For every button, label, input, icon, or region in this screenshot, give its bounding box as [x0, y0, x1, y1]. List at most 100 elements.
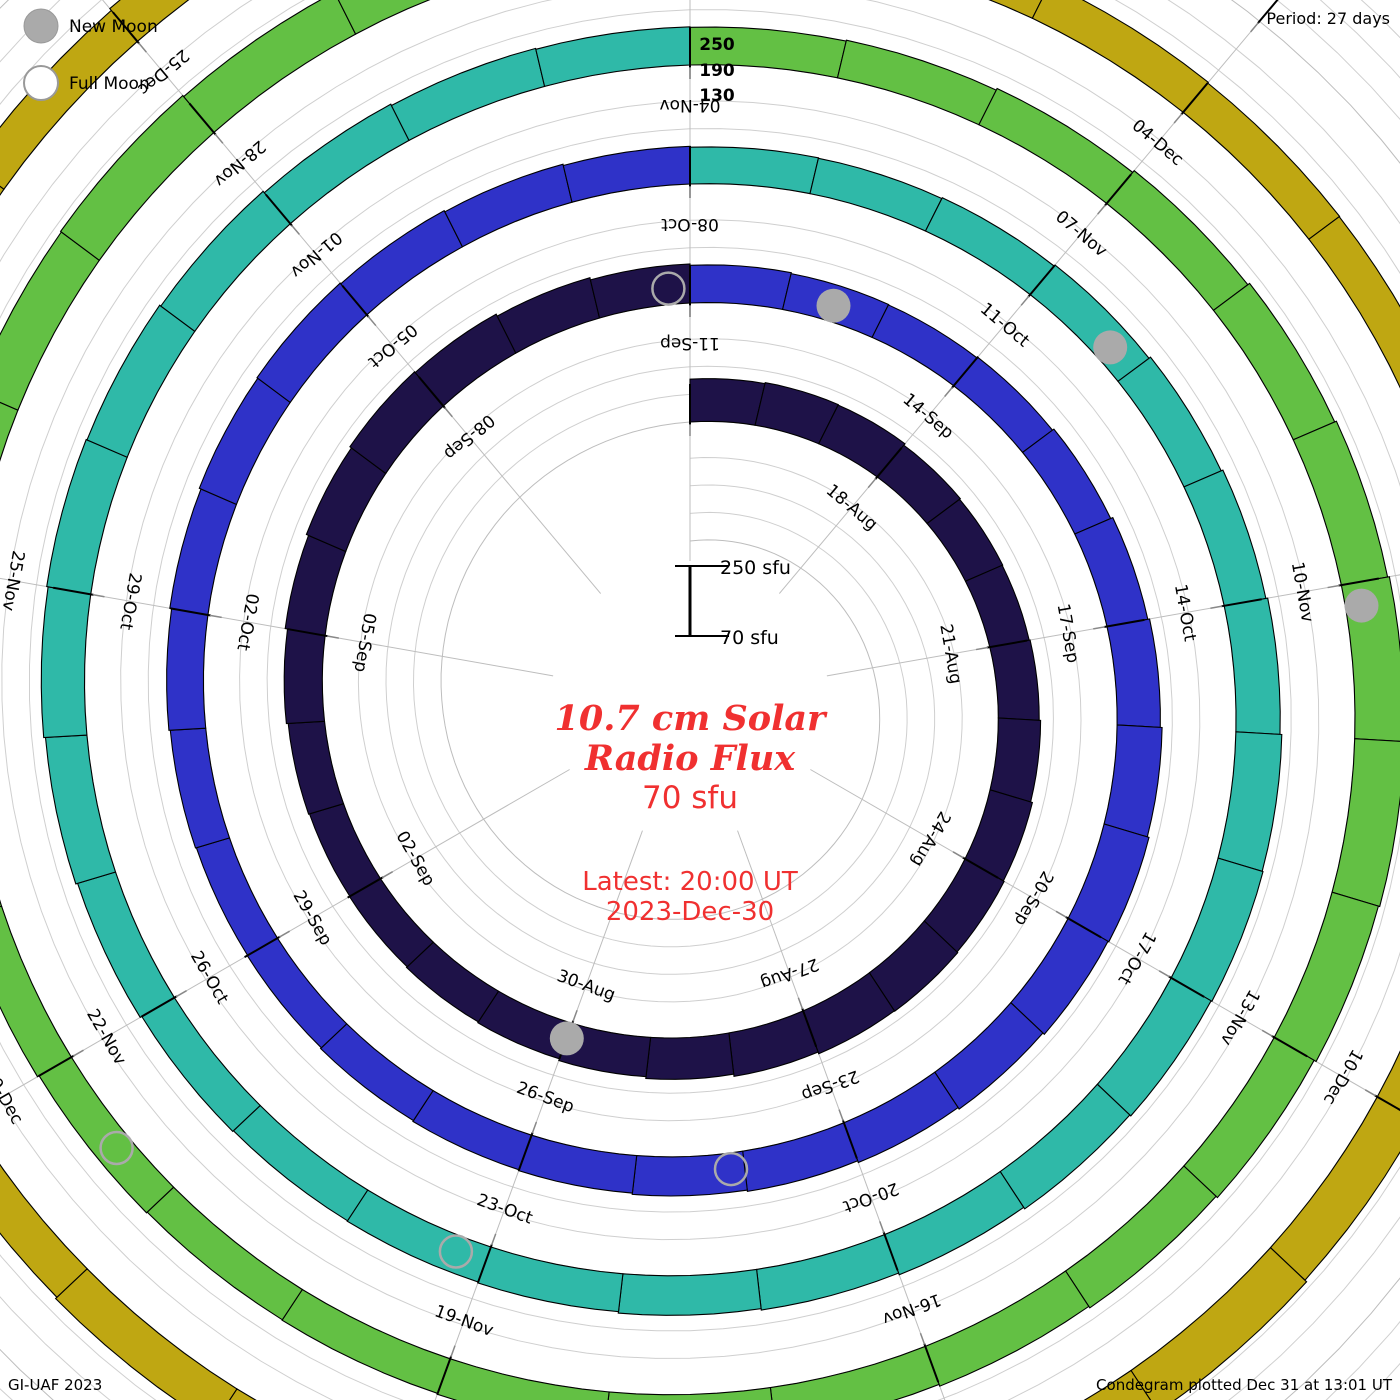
flux-bar	[988, 0, 1043, 20]
flux-bar	[836, 39, 998, 126]
flux-bar	[1010, 917, 1109, 1036]
flux-bar	[166, 607, 209, 731]
flux-bar	[1212, 282, 1336, 441]
flux-bar	[44, 734, 117, 885]
flux-bar	[141, 996, 261, 1133]
flux-bar	[769, 1345, 940, 1400]
date-label: 19-Nov	[432, 1301, 496, 1341]
flux-bar	[1269, 1096, 1400, 1281]
flux-bar	[1170, 857, 1264, 1003]
flux-bar	[989, 717, 1042, 803]
flux-bar	[414, 313, 517, 407]
date-label: 28-Nov	[210, 136, 270, 191]
flux-bar	[340, 209, 464, 316]
date-label: 25-Dec	[133, 45, 192, 99]
flux-bar	[1029, 264, 1150, 383]
flux-bar	[0, 905, 73, 1078]
flux-bar	[589, 263, 691, 319]
date-label: 05-Oct	[364, 319, 421, 372]
date-label: 17-Sep	[1053, 602, 1083, 664]
flux-bar	[308, 803, 382, 898]
flux-bar	[169, 488, 238, 616]
flux-bar	[617, 1268, 762, 1316]
flux-bar	[0, 185, 5, 196]
flux-bar	[76, 871, 176, 1019]
new-moon-marker	[1344, 588, 1379, 623]
flux-bar	[146, 1186, 304, 1321]
flux-bar	[631, 1150, 748, 1197]
full-moon-marker	[713, 1151, 749, 1187]
flux-bar	[182, 0, 357, 134]
date-label: 19-Dec	[0, 1065, 27, 1128]
date-label: 27-Aug	[758, 954, 822, 994]
flux-bar	[348, 877, 435, 968]
date-label: 13-Nov	[1216, 986, 1264, 1049]
flux-bar	[876, 444, 962, 525]
new-moon-marker	[816, 288, 851, 323]
full-moon-marker	[651, 271, 686, 306]
date-label: 08-Sep	[440, 410, 499, 464]
new-moon-marker	[1093, 330, 1128, 365]
flux-bar	[1273, 891, 1380, 1063]
flux-bar	[1183, 1036, 1315, 1199]
moon-markers	[99, 271, 1379, 1269]
flux-bar	[477, 1246, 624, 1313]
flux-bar	[86, 304, 196, 458]
date-label: 14-Sep	[899, 390, 958, 444]
flux-bar	[228, 1388, 257, 1400]
flux-bar	[1130, 1246, 1308, 1400]
date-label: 26-Sep	[514, 1078, 577, 1117]
date-label: 02-Oct	[232, 592, 262, 653]
flux-bar	[978, 87, 1134, 205]
flux-bar	[1217, 731, 1283, 872]
flux-bar	[1331, 738, 1400, 908]
flux-bar	[444, 163, 573, 248]
flux-bar	[436, 1358, 610, 1400]
date-label: 02-Sep	[392, 828, 439, 890]
flux-bar	[1067, 823, 1150, 943]
date-label: 11-Sep	[660, 333, 720, 353]
flux-bar	[517, 1134, 638, 1194]
flux-bar	[59, 94, 215, 262]
flux-bar	[964, 564, 1030, 648]
date-label: 23-Sep	[799, 1066, 862, 1105]
flux-bar	[496, 277, 601, 354]
flux-bar	[256, 282, 368, 404]
flux-bar	[689, 264, 792, 311]
flux-bar	[281, 1288, 451, 1395]
flux-bar	[535, 26, 691, 88]
flux-bar	[477, 990, 574, 1060]
flux-bar	[1223, 597, 1281, 735]
flux-bar	[1106, 618, 1161, 728]
flux-bar	[169, 727, 231, 849]
date-label: 25-Nov	[0, 549, 28, 613]
flux-bar	[346, 1189, 492, 1283]
date-label: 10-Dec	[1319, 1046, 1367, 1109]
flux-bar	[337, 0, 431, 35]
flux-bar	[405, 941, 500, 1023]
date-label: 20-Oct	[840, 1178, 901, 1217]
flux-bar	[283, 628, 326, 725]
flux-bar	[843, 1071, 959, 1164]
flux-bar	[390, 47, 546, 142]
date-label: 29-Sep	[288, 887, 335, 949]
date-label: 20-Sep	[1010, 867, 1057, 929]
flux-bar	[0, 401, 19, 462]
flux-bar	[1074, 516, 1149, 628]
flux-bar	[1083, 1369, 1152, 1400]
flux-bar	[0, 1163, 88, 1299]
date-label: 04-Nov	[660, 95, 721, 115]
flux-bar	[924, 196, 1055, 296]
date-label: 05-Sep	[349, 611, 379, 673]
new-moon-marker	[549, 1021, 584, 1056]
date-label: 08-Oct	[661, 214, 719, 234]
flux-bar	[689, 26, 847, 79]
flux-bar	[263, 103, 410, 225]
date-label: 21-Aug	[935, 623, 965, 686]
date-label: 10-Nov	[1287, 560, 1317, 624]
flux-bar	[1064, 1165, 1217, 1309]
